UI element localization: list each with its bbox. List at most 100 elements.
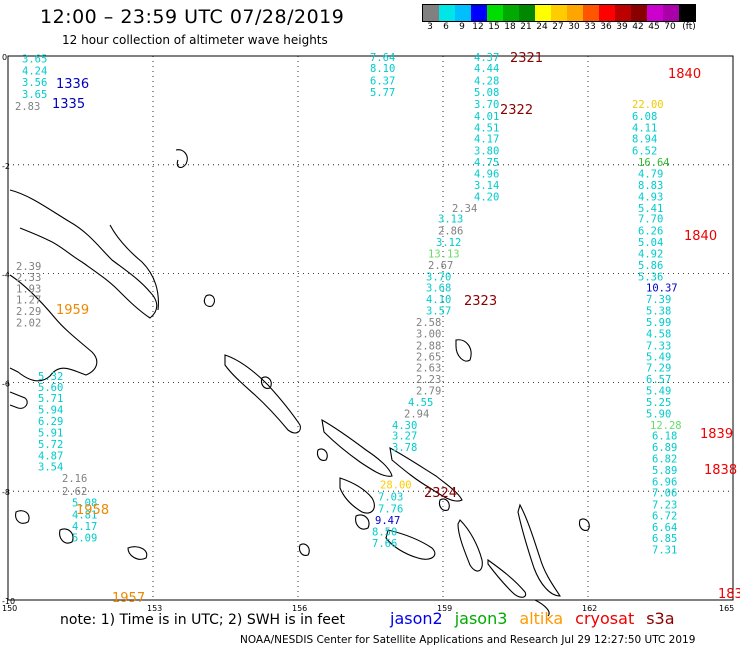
wave-height-value: 6.82	[652, 454, 677, 466]
legend-jason2: jason2	[390, 609, 443, 628]
wave-height-value: 5.38	[646, 306, 671, 318]
pass-time-label: 1838	[704, 463, 737, 478]
wave-height-values: 3.654.243.563.652.832.392.331.931.272.29…	[15, 52, 682, 556]
scale-swatch	[439, 5, 455, 21]
wave-height-value: 3.80	[474, 146, 499, 158]
wave-height-value: 6.37	[370, 75, 395, 87]
wave-height-value: 3.70	[474, 99, 499, 111]
satellite-legend: jason2 jason3 altika cryosat s3a	[390, 609, 675, 628]
wave-height-value: 3.57	[426, 306, 451, 318]
wave-height-value: 6.29	[38, 416, 63, 428]
pass-time-label: 1958	[76, 503, 109, 518]
credit-line: NOAA/NESDIS Center for Satellite Applica…	[240, 634, 696, 646]
wave-height-value: 3.54	[38, 462, 63, 474]
wave-height-value: 2.39	[16, 261, 41, 273]
scale-swatch	[599, 5, 615, 21]
wave-height-value: 2.63	[416, 363, 441, 375]
wave-height-value: 1.93	[16, 283, 41, 295]
island-6	[260, 376, 272, 389]
legend-altika: altika	[519, 609, 564, 628]
footer-note: note: 1) Time is in UTC; 2) SWH is in fe…	[60, 612, 346, 628]
wave-height-value: 6.26	[638, 226, 663, 238]
scale-label: 39	[616, 22, 628, 32]
scale-swatch	[503, 5, 519, 21]
wave-height-value: 4.58	[646, 328, 671, 340]
wave-height-value: 6.72	[652, 511, 677, 523]
lon-label: 153	[147, 604, 162, 613]
island-3	[127, 546, 148, 560]
wave-height-value: 2.62	[62, 486, 87, 498]
scale-label: 18	[504, 22, 516, 32]
wave-height-value: 2.29	[16, 306, 41, 318]
scale-swatch	[567, 5, 583, 21]
lon-label: 162	[582, 604, 597, 613]
pass-time-label: 2322	[500, 103, 533, 118]
coastlines	[9, 149, 590, 617]
wave-height-value: 4.17	[474, 134, 499, 146]
rennell-coast	[534, 599, 550, 617]
wave-height-value: 4.01	[474, 111, 499, 123]
wave-height-value: 5.86	[638, 260, 663, 272]
wave-height-value: 4.17	[72, 521, 97, 533]
scale-swatch	[615, 5, 631, 21]
wave-height-value: 5.90	[646, 408, 671, 420]
wave-height-value: 3.65	[22, 89, 47, 101]
scale-label: 27	[552, 22, 564, 32]
png-mainland-coast	[9, 274, 98, 382]
scale-swatch	[583, 5, 599, 21]
wave-height-value: 5.25	[646, 397, 671, 409]
wave-height-value: 10.37	[646, 283, 678, 295]
new-ireland-coast	[109, 224, 159, 311]
wave-height-value: 2.33	[16, 272, 41, 284]
wave-height-value: 9.47	[375, 515, 400, 527]
choiseul-coast	[321, 418, 393, 477]
pass-time-label: 2321	[510, 51, 543, 66]
wave-height-value: 8.83	[638, 180, 663, 192]
bougainville-coast	[224, 354, 301, 434]
scale-unit: (ft)	[682, 22, 696, 32]
island-7	[316, 448, 328, 461]
wave-height-value: 2.16	[62, 473, 87, 485]
wave-height-value: 7.23	[652, 499, 677, 511]
wave-height-value: 5.32	[38, 371, 63, 383]
lon-label: 159	[437, 604, 452, 613]
wave-height-value: 12.28	[650, 420, 682, 432]
wave-height-value: 4.93	[638, 191, 663, 203]
wave-height-value: 6.96	[652, 476, 677, 488]
scale-swatch	[423, 5, 439, 21]
pass-time-label: 1335	[52, 97, 85, 112]
wave-height-value: 7.33	[646, 340, 671, 352]
pass-time-label: 1336	[56, 77, 89, 92]
island-8	[355, 514, 370, 530]
wave-height-value: 4.87	[38, 450, 63, 462]
scale-label: 30	[568, 22, 580, 32]
wave-height-value: 5.08	[72, 498, 97, 510]
wave-height-value: 3.12	[436, 237, 461, 249]
wave-height-value: 2.67	[428, 260, 453, 272]
island-10	[438, 498, 450, 511]
wave-height-value: 5.89	[652, 465, 677, 477]
legend-s3a: s3a	[646, 609, 675, 628]
wave-height-value: 2.34	[452, 203, 477, 215]
scale-label: 12	[472, 22, 484, 32]
wave-height-value: 7.76	[378, 504, 403, 516]
scale-label: 45	[648, 22, 660, 32]
wave-height-value: 7.31	[652, 544, 677, 556]
scale-label: 15	[488, 22, 500, 32]
lon-label: 165	[719, 604, 734, 613]
wave-height-value: 3.27	[392, 431, 417, 443]
pass-time-label: 1959	[56, 303, 89, 318]
wave-height-value: 6.52	[632, 146, 657, 158]
wave-height-value: 7.06	[652, 487, 677, 499]
wave-height-value: 4.30	[392, 420, 417, 432]
wave-height-value: 5.09	[72, 532, 97, 544]
wave-height-value: 5.36	[638, 271, 663, 283]
scale-label: 6	[443, 22, 449, 32]
scale-swatch	[519, 5, 535, 21]
wave-height-value: 7.39	[646, 294, 671, 306]
lat-label: -4	[2, 271, 10, 280]
pass-time-label: 2324	[424, 486, 457, 501]
wave-height-value: 4.75	[474, 157, 499, 169]
wave-height-value: 2.02	[16, 318, 41, 330]
